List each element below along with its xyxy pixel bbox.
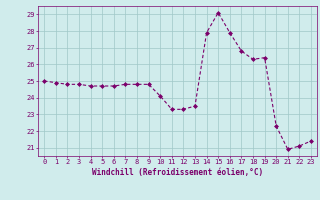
X-axis label: Windchill (Refroidissement éolien,°C): Windchill (Refroidissement éolien,°C): [92, 168, 263, 177]
